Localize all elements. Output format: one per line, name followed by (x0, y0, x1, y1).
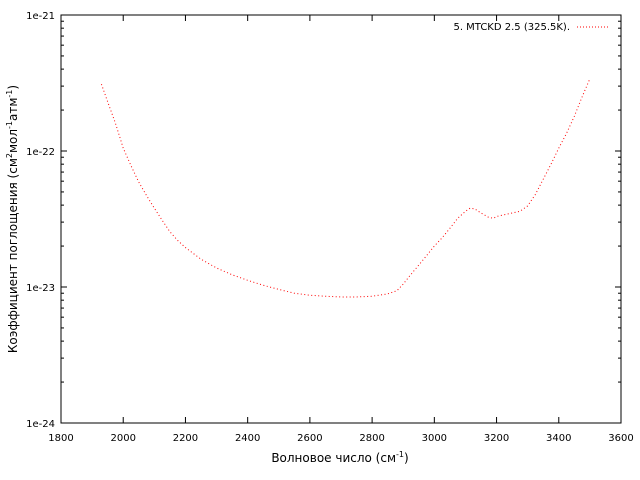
x-tick-label: 3000 (422, 433, 447, 444)
plot-area-frame (60, 14, 622, 424)
y-tick-label: 1e-24 (26, 419, 55, 430)
y-tick-label: 1e-22 (26, 147, 55, 158)
y-tick-label: 1e-23 (26, 283, 55, 294)
series-line-mtckd (100, 78, 591, 298)
x-tick-label: 2600 (297, 433, 322, 444)
x-tick-label: 2400 (235, 433, 260, 444)
y-axis-title: Коэффициент поглощения (см2мол-1атм-1) (5, 85, 20, 353)
x-tick-label: 3200 (484, 433, 509, 444)
y-axis-ticks: 1e-24 1e-23 1e-22 1e-21 (26, 11, 621, 430)
series-layer (100, 78, 591, 298)
x-tick-label: 2800 (359, 433, 384, 444)
y-tick-label: 1e-21 (26, 11, 55, 22)
x-tick-label: 2200 (173, 433, 198, 444)
x-tick-label: 3400 (546, 433, 571, 444)
x-tick-label: 3600 (608, 433, 633, 444)
x-axis-title: Волновое число (см-1) (271, 450, 408, 465)
legend-label: 5. MTCKD 2.5 (325.5K). (453, 22, 570, 33)
x-axis-ticks: 1800 2000 2200 2400 2600 2800 3000 3200 3400 3600 (48, 15, 634, 444)
x-tick-label: 1800 (48, 433, 73, 444)
x-tick-label: 2000 (110, 433, 135, 444)
legend: 5. MTCKD 2.5 (325.5K). (453, 22, 608, 33)
